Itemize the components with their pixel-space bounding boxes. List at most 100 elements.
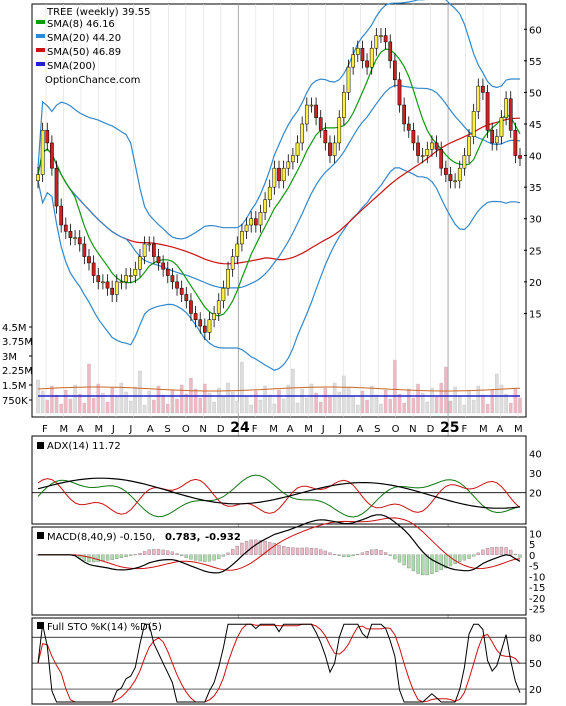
- sto-lines: 80 50 20: [32, 623, 542, 703]
- volume-bar: [138, 370, 142, 414]
- x-tick-label: A: [287, 424, 294, 435]
- x-tick-label: S: [164, 424, 170, 435]
- candle-body: [397, 79, 402, 106]
- x-tick-label: F: [42, 424, 48, 435]
- macd-histogram-bar: [244, 540, 249, 555]
- candle-body: [504, 98, 508, 118]
- legend-sma200: SMA(200): [47, 61, 96, 72]
- candle-body: [300, 123, 305, 144]
- volume-bar: [77, 393, 82, 414]
- x-tick-label: J: [128, 424, 132, 435]
- x-tick-label: M: [304, 424, 313, 435]
- candle-body: [263, 199, 267, 213]
- macd-histogram-bar: [198, 554, 202, 562]
- volume-bar: [323, 387, 328, 414]
- macd-histogram-bar: [254, 539, 258, 555]
- volume-bar: [490, 389, 494, 414]
- macd-histogram-bar: [226, 552, 230, 555]
- macd-histogram-bar: [263, 541, 267, 555]
- sto-k-line: [37, 623, 521, 703]
- candle-body: [221, 287, 226, 302]
- macd-histogram-bar: [203, 554, 207, 562]
- macd-histogram-bar: [291, 547, 295, 555]
- candle-body: [235, 243, 240, 257]
- volume-bar: [309, 383, 314, 414]
- volume-bar: [133, 386, 138, 414]
- candle-body: [314, 104, 318, 118]
- x-tick-label: N: [409, 424, 416, 435]
- volume-bar: [430, 387, 434, 414]
- candle-body: [513, 130, 518, 156]
- candle-body: [309, 104, 314, 107]
- macd-histogram-bar: [184, 554, 188, 558]
- candle-body: [462, 155, 467, 169]
- candle-body: [230, 256, 235, 270]
- macd-histogram-bar: [221, 554, 226, 557]
- sma8-line: [37, 48, 521, 317]
- macd-histogram-bar: [504, 547, 508, 555]
- x-tick-label: N: [199, 424, 206, 435]
- adx-label: ADX(14) 11.72: [47, 441, 121, 452]
- candle-body: [518, 155, 522, 159]
- volume-bar: [184, 393, 189, 414]
- candle-body: [184, 294, 189, 302]
- adx-swatch: [37, 442, 44, 449]
- macd-histogram-bar: [231, 549, 235, 555]
- candle-body: [63, 224, 68, 232]
- macd-histogram-bar: [115, 554, 119, 559]
- volume-bar: [166, 403, 170, 414]
- candle-body: [138, 256, 142, 270]
- sto-swatch: [37, 622, 44, 629]
- macd-hist-value: -0.932: [205, 532, 241, 543]
- macd-histogram-bar: [374, 549, 378, 555]
- candle-body: [165, 268, 170, 276]
- macd-histogram-bar: [207, 554, 212, 562]
- volume-bar: [416, 383, 420, 414]
- candle-body: [388, 41, 393, 62]
- volume-bar: [286, 384, 291, 414]
- macd-histogram-bar: [235, 545, 239, 555]
- candle-body: [286, 161, 291, 169]
- candle-body: [374, 35, 379, 49]
- macd-tick-label: -20: [529, 594, 545, 605]
- volume-bar: [504, 393, 508, 414]
- candle-body: [216, 300, 221, 314]
- volume-bar: [101, 392, 105, 414]
- volume-bar: [397, 393, 402, 414]
- candle-body: [77, 237, 82, 245]
- macd-histogram-bar: [105, 554, 110, 561]
- volume-bar: [249, 404, 253, 414]
- volume-bar: [360, 390, 365, 414]
- macd-histogram-bar: [402, 554, 406, 566]
- candle-body: [73, 237, 77, 239]
- volume-bar: [235, 400, 240, 414]
- volume-bar: [342, 375, 346, 414]
- macd-histogram-bar: [467, 554, 471, 559]
- macd-histogram-bar: [472, 554, 476, 557]
- macd-label: MACD(8,40,9) -0.150,: [47, 532, 155, 543]
- volume-bar: [318, 401, 323, 414]
- macd-histogram-bar: [170, 551, 175, 555]
- candle-body: [202, 325, 207, 333]
- candle-body: [110, 287, 115, 295]
- macd-histogram-bar: [397, 554, 402, 563]
- volume-bar: [448, 400, 453, 414]
- volume-bar: [198, 397, 202, 414]
- volume-bar: [91, 397, 96, 414]
- x-tick-label: J: [111, 424, 115, 435]
- macd-histogram-bar: [281, 546, 286, 555]
- candle-body: [91, 262, 96, 276]
- candle-body: [175, 281, 179, 289]
- candle-body: [337, 117, 342, 144]
- candle-body: [249, 218, 254, 226]
- macd-histogram-bar: [323, 550, 327, 555]
- candle-body: [379, 35, 383, 37]
- volume-bar: [105, 401, 110, 414]
- candle-body: [244, 224, 249, 232]
- macd-swatch: [37, 532, 44, 539]
- candle-body: [485, 92, 490, 131]
- volume-bar: [462, 404, 467, 414]
- candle-body: [430, 142, 434, 150]
- legend-sma8: SMA(8) 46.16: [47, 19, 115, 30]
- volume-tick-label: 1.5M: [2, 381, 27, 392]
